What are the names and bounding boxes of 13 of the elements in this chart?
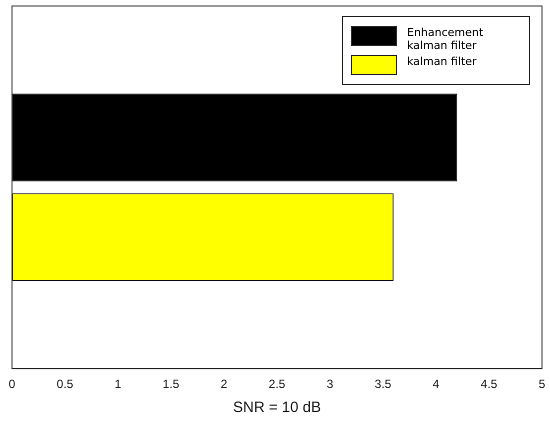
x-tick-label: 3 <box>326 377 334 392</box>
x-tick-label: 1 <box>114 377 122 392</box>
x-axis-title: SNR = 10 dB <box>233 399 321 416</box>
x-tick-label: 5 <box>538 377 546 392</box>
x-tick-label: 2.5 <box>268 377 286 392</box>
x-tick-label: 0.5 <box>56 377 74 392</box>
legend-label: kalman filter <box>407 55 476 68</box>
x-tick-label: 4.5 <box>480 377 498 392</box>
x-tick-label: 0 <box>8 377 16 392</box>
x-tick-label: 4 <box>432 377 440 392</box>
x-tick-label: 2 <box>220 377 228 392</box>
x-tick-label: 3.5 <box>374 377 392 392</box>
x-tick-label: 1.5 <box>162 377 180 392</box>
